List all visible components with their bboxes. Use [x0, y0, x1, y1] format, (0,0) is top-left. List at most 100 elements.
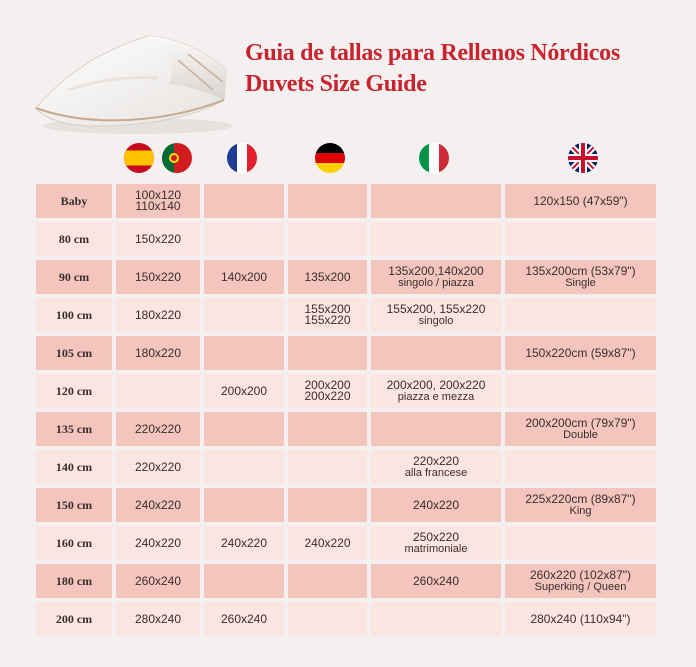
table-row: 150 cm 240x220 240x220 225x220cm (89x87") Ki…: [36, 488, 656, 522]
es-size-cell: 150x220: [116, 260, 200, 294]
it-size-cell-text: matrimoniale: [404, 542, 468, 555]
de-size-cell: [288, 564, 367, 598]
es-size-cell: 100x120 110x140: [116, 184, 200, 218]
it-size-cell-text: singolo: [418, 314, 454, 327]
size-table: Baby 100x120 110x140 120x150 (47x59") 80 cm 1…: [32, 180, 660, 640]
fr-size-cell: [204, 450, 284, 484]
uk-size-cell: [505, 450, 656, 484]
it-size-cell-text: 155x200, 155x220: [386, 301, 486, 316]
duvet-illustration: [28, 30, 233, 140]
spain-flag-icon: [124, 143, 154, 173]
uk-size-cell-text: King: [569, 504, 592, 517]
it-size-cell: 200x200, 200x220 piazza e mezza: [371, 374, 501, 408]
row-label: 180 cm: [36, 564, 112, 598]
es-size-cell-text: 180x220: [134, 345, 182, 360]
es-size-cell: 240x220: [116, 488, 200, 522]
it-size-cell: 260x240: [371, 564, 501, 598]
row-label: 135 cm: [36, 412, 112, 446]
fr-size-cell-text: 140x200: [220, 269, 268, 284]
table-row: 140 cm 220x220 220x220 alla francese: [36, 450, 656, 484]
fr-size-cell: [204, 336, 284, 370]
es-size-cell: 180x220: [116, 336, 200, 370]
fr-size-cell: 200x200: [204, 374, 284, 408]
uk-size-cell-text: Single: [565, 276, 596, 289]
fr-size-cell: 260x240: [204, 602, 284, 636]
uk-flag-icon: [568, 143, 598, 173]
es-size-cell: 220x220: [116, 412, 200, 446]
uk-size-cell: 120x150 (47x59"): [505, 184, 656, 218]
de-size-cell: [288, 222, 367, 256]
fr-size-cell: 140x200: [204, 260, 284, 294]
de-size-cell: 240x220: [288, 526, 367, 560]
uk-size-cell-text: 260x220 (102x87"): [530, 567, 631, 582]
es-size-cell: 150x220: [116, 222, 200, 256]
it-size-cell: [371, 336, 501, 370]
fr-size-cell: 240x220: [204, 526, 284, 560]
es-size-cell: [116, 374, 200, 408]
fr-size-cell: [204, 184, 284, 218]
it-size-cell-text: 200x200, 200x220: [386, 377, 486, 392]
table-row: 160 cm 240x220 240x220 240x220 250x220 matrim…: [36, 526, 656, 560]
de-size-cell: 135x200: [288, 260, 367, 294]
es-size-cell-text: 220x220: [134, 421, 182, 436]
table-row: 120 cm 200x200 200x200 200x220 200x200, 200x…: [36, 374, 656, 408]
es-size-cell-text: 100x120: [134, 188, 182, 202]
it-size-cell-text: piazza e mezza: [397, 390, 475, 403]
fr-size-cell-text: 260x240: [220, 611, 268, 626]
it-size-cell: [371, 184, 501, 218]
de-size-cell: [288, 336, 367, 370]
row-label: 80 cm: [36, 222, 112, 256]
fr-size-cell-text: 240x220: [220, 535, 268, 550]
de-size-cell-text: 155x200: [304, 302, 351, 316]
fr-size-cell: [204, 298, 284, 332]
it-size-cell-text: 260x240: [412, 573, 460, 588]
uk-size-cell-text: 225x220cm (89x87"): [525, 491, 636, 506]
row-label: 150 cm: [36, 488, 112, 522]
fr-size-cell: [204, 412, 284, 446]
uk-size-cell-text: 120x150 (47x59"): [533, 193, 628, 208]
es-size-cell: 260x240: [116, 564, 200, 598]
it-size-cell: 240x220: [371, 488, 501, 522]
uk-size-cell: [505, 298, 656, 332]
fr-size-cell: [204, 488, 284, 522]
uk-size-cell-text: Superking / Queen: [534, 580, 627, 593]
de-size-cell: [288, 412, 367, 446]
fr-size-cell: [204, 564, 284, 598]
es-size-cell-text: 150x220: [134, 231, 182, 246]
de-size-cell: [288, 184, 367, 218]
row-label: 140 cm: [36, 450, 112, 484]
it-size-cell: 250x220 matrimoniale: [371, 526, 501, 560]
es-size-cell: 240x220: [116, 526, 200, 560]
es-size-cell: 220x220: [116, 450, 200, 484]
uk-size-cell: 280x240 (110x94"): [505, 602, 656, 636]
de-size-cell-text: 155x220: [304, 313, 351, 327]
table-row: 200 cm 280x240 260x240 280x240 (110x94"): [36, 602, 656, 636]
row-label: 160 cm: [36, 526, 112, 560]
row-label: 100 cm: [36, 298, 112, 332]
row-label: 200 cm: [36, 602, 112, 636]
uk-size-cell: [505, 222, 656, 256]
table-row: 90 cm 150x220 140x200 135x200 135x200,140x20…: [36, 260, 656, 294]
uk-size-cell-text: 150x220cm (59x87"): [525, 345, 636, 360]
uk-size-cell: [505, 526, 656, 560]
de-size-cell-text: 200x200: [304, 378, 351, 392]
uk-size-cell: 135x200cm (53x79") Single: [505, 260, 656, 294]
de-size-cell-text: 240x220: [304, 535, 351, 550]
de-size-cell-text: 135x200: [304, 269, 351, 284]
it-size-cell-text: singolo / piazza: [398, 276, 474, 289]
de-size-cell: 155x200 155x220: [288, 298, 367, 332]
uk-size-cell-text: Double: [563, 428, 598, 441]
row-label: 90 cm: [36, 260, 112, 294]
table-row: 100 cm 180x220 155x200 155x220 155x200, 155x…: [36, 298, 656, 332]
portugal-flag-icon: [162, 143, 192, 173]
es-size-cell-text: 240x220: [134, 497, 182, 512]
uk-size-cell: 150x220cm (59x87"): [505, 336, 656, 370]
it-size-cell: 220x220 alla francese: [371, 450, 501, 484]
table-row: Baby 100x120 110x140 120x150 (47x59"): [36, 184, 656, 218]
es-size-cell-text: 150x220: [134, 269, 182, 284]
it-size-cell: [371, 222, 501, 256]
de-size-cell: 200x200 200x220: [288, 374, 367, 408]
table-row: 80 cm 150x220: [36, 222, 656, 256]
it-size-cell: [371, 602, 501, 636]
uk-size-cell: [505, 374, 656, 408]
